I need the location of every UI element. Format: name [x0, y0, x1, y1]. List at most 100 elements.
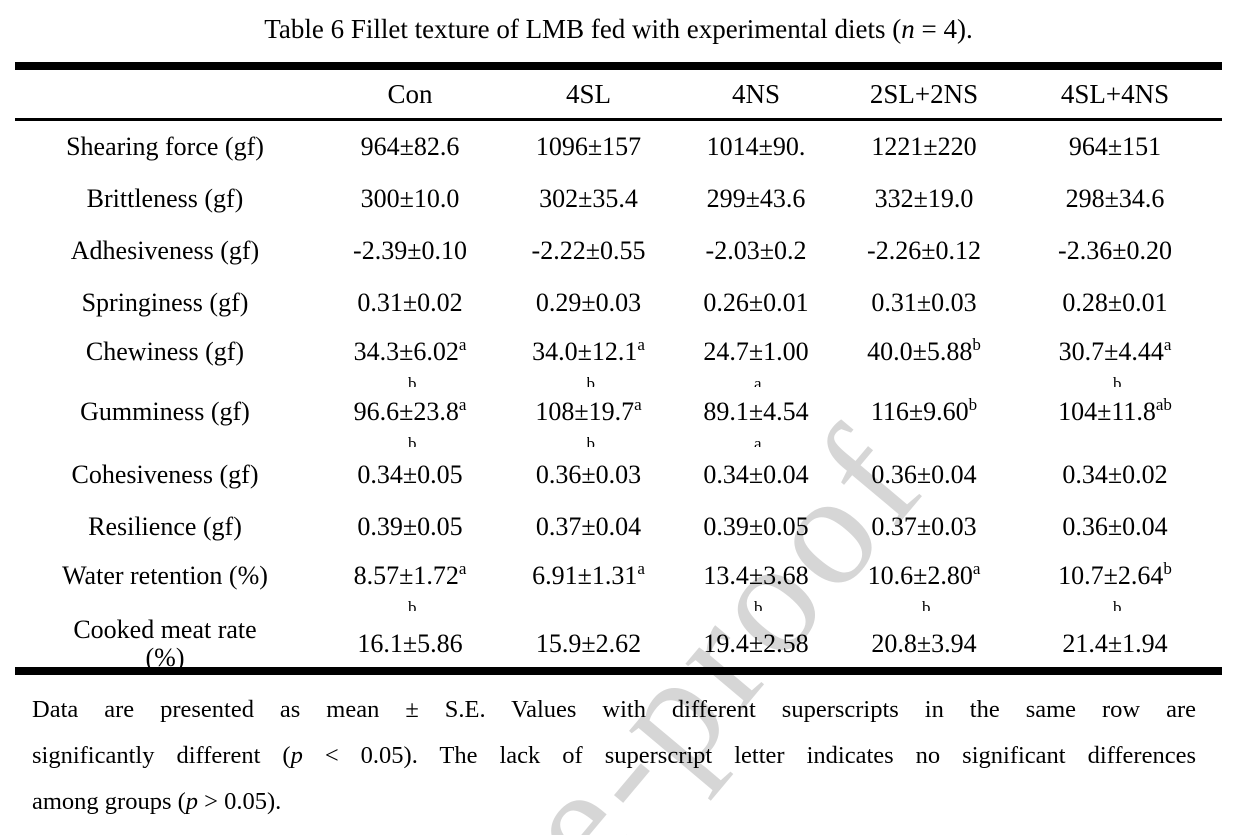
table-row: Adhesiveness (gf) -2.39±0.10 -2.22±0.55 -2… [15, 225, 1222, 277]
table-body: Shearing force (gf) 964±82.6 1096±157 1014… [15, 121, 1222, 674]
cell-value: -2.22±0.55 [531, 236, 646, 265]
table-cell: 0.31±0.02 [315, 277, 505, 329]
row-label-line: Brittleness (gf) [86, 184, 244, 213]
italic-symbol: p [290, 742, 303, 769]
cell-value: 299±43.6 [706, 184, 806, 213]
column-header: 2SL+2NS [869, 79, 979, 109]
column-header-empty [15, 70, 315, 118]
table-cell: 0.34±0.05 [315, 449, 505, 501]
table-cell: 24.7±1.00 a [672, 329, 840, 389]
table-cell: 19.4±2.58 [672, 613, 840, 674]
table-cell: 0.37±0.04 [505, 501, 672, 553]
cell-value: 8.57±1.72a [353, 559, 467, 590]
cell-value: 30.7±4.44a [1058, 335, 1172, 366]
cell-value: 21.4±1.94 [1062, 628, 1168, 658]
table-cell: 332±19.0 [840, 173, 1008, 225]
row-label: Gumminess (gf) [15, 389, 315, 449]
table-cell: 0.29±0.03 [505, 277, 672, 329]
table-cell: 6.91±1.31a [505, 553, 672, 613]
cell-value: 0.31±0.02 [357, 288, 463, 317]
table-cell: 20.8±3.94 [840, 613, 1008, 674]
wrapped-superscript: a [754, 436, 762, 447]
table-cell: 40.0±5.88b [840, 329, 1008, 389]
cell-value: 0.26±0.01 [703, 288, 809, 317]
table-footnote: Data are presented as mean ± S.E. Values… [32, 687, 1196, 825]
table-cell: 0.34±0.02 [1008, 449, 1222, 501]
table-cell: 34.3±6.02a b [315, 329, 505, 389]
cell-value: 964±82.6 [360, 132, 460, 161]
cell-value: 104±11.8ab [1058, 395, 1172, 426]
cell-value: 0.37±0.04 [535, 512, 642, 541]
table-cell: 10.7±2.64b b [1008, 553, 1222, 613]
cell-value: 10.7±2.64b [1058, 559, 1172, 590]
footnote-line: Data are presented as mean ± S.E. Values… [32, 687, 1196, 733]
row-label-line: Springiness (gf) [81, 288, 249, 317]
table-row: Gumminess (gf) 96.6±23.8a b 108±19.7a b 89.1… [15, 389, 1222, 449]
table-cell: 21.4±1.94 [1008, 613, 1222, 674]
cell-value: 300±10.0 [360, 184, 460, 213]
cell-value: 0.28±0.01 [1062, 288, 1168, 317]
cell-value: -2.36±0.20 [1058, 236, 1172, 265]
row-label: Chewiness (gf) [15, 329, 315, 389]
row-label-line: (%) [145, 642, 185, 672]
cell-value: 0.36±0.04 [871, 460, 977, 489]
row-label: Water retention (%) [15, 553, 315, 613]
row-label: Brittleness (gf) [15, 173, 315, 225]
significance-superscript: a [637, 335, 645, 354]
footnote-line: among groups (p > 0.05). [32, 779, 1196, 825]
table-row: Shearing force (gf) 964±82.6 1096±157 1014… [15, 121, 1222, 173]
significance-superscript: b [1163, 559, 1172, 578]
cell-value: 0.34±0.02 [1062, 460, 1168, 489]
table-cell: 8.57±1.72a b [315, 553, 505, 613]
wrapped-superscript: b [1113, 376, 1122, 387]
column-header: 4NS [731, 79, 780, 109]
row-label-line: Resilience (gf) [88, 512, 242, 541]
italic-symbol: p [185, 788, 199, 815]
table-cell: -2.22±0.55 [505, 225, 672, 277]
wrapped-superscript: b [408, 436, 417, 447]
row-label-line: Chewiness (gf) [85, 337, 245, 366]
table-cell: 30.7±4.44a b [1008, 329, 1222, 389]
cell-value: 6.91±1.31a [532, 559, 645, 590]
cell-value: 0.31±0.03 [871, 288, 977, 317]
table-caption: Table 6 Fillet texture of LMB fed with e… [0, 12, 1237, 46]
footnote-line: significantly different (p < 0.05). The … [32, 733, 1196, 779]
cell-value: 0.29±0.03 [535, 288, 642, 317]
row-label-line: Cooked meat rate [73, 614, 257, 644]
cell-value: 15.9±2.62 [535, 628, 642, 658]
text-segment: significantly different ( [32, 742, 291, 769]
cell-value: 10.6±2.80a [867, 559, 981, 590]
cell-value: 108±19.7a [535, 395, 642, 426]
wrapped-superscript: b [1113, 600, 1122, 611]
cell-value: 332±19.0 [874, 184, 974, 213]
table-row: Cooked meat rate (%) 16.1±5.86 15.9±2.62 19… [15, 613, 1222, 674]
text-segment: Table 6 Fillet texture of LMB fed with e… [264, 14, 902, 44]
cell-value: 302±35.4 [539, 184, 638, 213]
table-cell: 0.31±0.03 [840, 277, 1008, 329]
table-row: Resilience (gf) 0.39±0.05 0.37±0.04 0.39±0… [15, 501, 1222, 553]
wrapped-superscript: b [922, 600, 931, 611]
column-header: 4SL+4NS [1060, 79, 1170, 109]
wrapped-superscript: b [586, 436, 596, 447]
cell-value: 16.1±5.86 [357, 628, 463, 658]
cell-value: -2.26±0.12 [867, 236, 981, 265]
cell-value: 0.36±0.04 [1062, 512, 1168, 541]
row-label-line: Water retention (%) [62, 561, 268, 590]
row-label-line: Cohesiveness (gf) [71, 460, 259, 489]
significance-superscript: a [458, 559, 467, 578]
text-segment: among groups ( [32, 788, 186, 815]
cell-value: 964±151 [1068, 132, 1162, 161]
cell-value: 0.39±0.05 [703, 512, 809, 541]
table-cell: 116±9.60b [840, 389, 1008, 449]
cell-value: 1096±157 [535, 132, 642, 161]
table-cell: 0.36±0.04 [1008, 501, 1222, 553]
table-cell: 298±34.6 [1008, 173, 1222, 225]
wrapped-superscript: b [408, 376, 417, 387]
wrapped-superscript: b [408, 600, 417, 611]
table-cell: 16.1±5.86 [315, 613, 505, 674]
table-cell: -2.39±0.10 [315, 225, 505, 277]
cell-value: 34.0±12.1a [532, 335, 645, 366]
table-cell: 300±10.0 [315, 173, 505, 225]
wrapped-superscript: b [586, 376, 596, 387]
